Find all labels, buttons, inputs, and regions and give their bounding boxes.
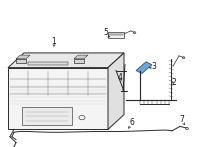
- Text: 2: 2: [172, 78, 176, 87]
- Bar: [22, 107, 72, 125]
- Text: 3: 3: [152, 62, 156, 71]
- Bar: [8, 68, 108, 129]
- Text: 7: 7: [180, 115, 184, 124]
- Bar: [28, 62, 68, 65]
- Bar: [74, 59, 84, 63]
- Polygon shape: [74, 55, 88, 59]
- Bar: [108, 32, 124, 38]
- Polygon shape: [16, 55, 30, 59]
- Text: 1: 1: [52, 37, 56, 46]
- Polygon shape: [8, 53, 124, 68]
- Text: 6: 6: [130, 117, 134, 127]
- Polygon shape: [136, 62, 152, 74]
- Bar: [16, 59, 26, 63]
- Text: 5: 5: [104, 28, 108, 37]
- Polygon shape: [108, 53, 124, 129]
- Text: 4: 4: [118, 73, 122, 82]
